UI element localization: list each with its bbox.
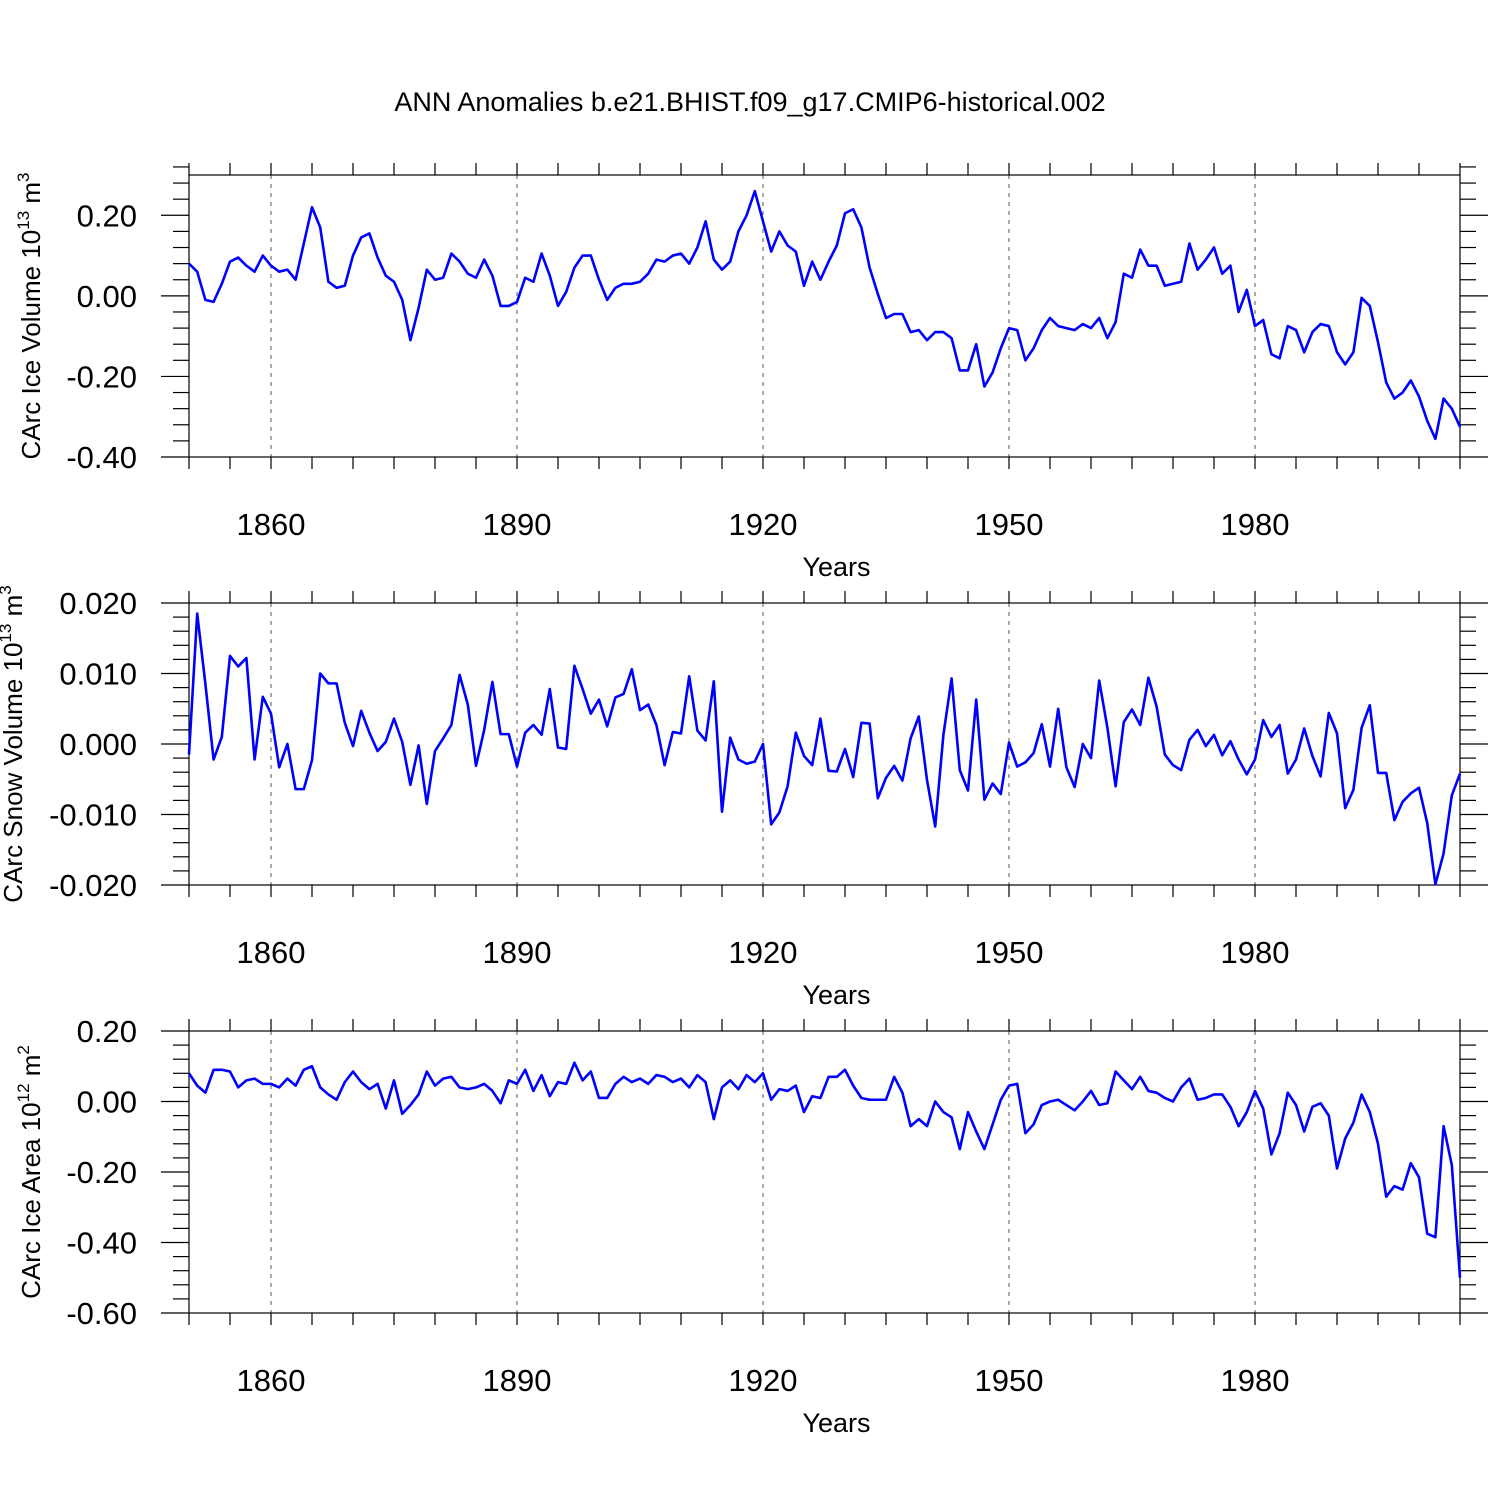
y-axis-label-ylabel-unit: m	[16, 1055, 46, 1084]
x-tick-label: 1890	[483, 507, 552, 542]
x-tick-label: 1920	[729, 935, 798, 970]
y-tick-label: 0.020	[59, 586, 137, 621]
x-tick-label: 1950	[975, 1363, 1044, 1398]
y-axis-label: CArc Ice Area 1012 m2	[14, 1045, 46, 1299]
y-tick-label: 0.00	[77, 279, 137, 314]
series-line	[187, 1061, 1462, 1278]
y-axis-label-ylabel-exp: 13	[0, 624, 15, 643]
y-tick-label: 0.000	[59, 727, 137, 762]
series-line	[188, 189, 1462, 441]
y-tick-label: -0.60	[66, 1296, 137, 1331]
y-axis-label-ylabel-main: CArc Ice Volume 10	[16, 230, 46, 460]
y-axis-label-ylabel-main: CArc Snow Volume 10	[0, 643, 28, 903]
series-line	[187, 612, 1462, 886]
x-tick-label: 1950	[975, 935, 1044, 970]
x-tick-label: 1980	[1221, 1363, 1290, 1398]
y-axis-label: CArc Ice Volume 1013 m3	[14, 172, 46, 459]
y-tick-label: 0.20	[77, 1014, 137, 1049]
x-tick-label: 1890	[483, 935, 552, 970]
y-tick-label: -0.40	[66, 440, 137, 475]
y-tick-label: -0.40	[66, 1226, 137, 1261]
y-axis-label-ylabel-unit: m	[16, 182, 46, 211]
y-axis-label-ylabel-exp: 12	[14, 1083, 33, 1102]
y-axis-label-ylabel-unit-exp: 2	[14, 1045, 33, 1054]
y-tick-label: -0.010	[49, 798, 137, 833]
plot-frame	[188, 1030, 1461, 1314]
x-tick-label: 1860	[237, 507, 306, 542]
y-tick-label: 0.20	[77, 198, 137, 233]
panel-ice-area: 1860 1890 1920 1950 1980 0.20 0.00 -0.20 -0.40 -0…	[14, 1014, 1488, 1438]
x-axis-label: Years	[802, 980, 870, 1010]
plot-frame	[188, 174, 1461, 458]
data-points	[189, 191, 1460, 439]
y-axis-label-ylabel-unit-exp: 3	[0, 585, 15, 594]
chart-title: ANN Anomalies b.e21.BHIST.f09_g17.CMIP6-…	[394, 87, 1105, 117]
y-tick-label: -0.20	[66, 359, 137, 394]
x-tick-label: 1920	[729, 507, 798, 542]
x-tick-label: 1860	[237, 935, 306, 970]
y-tick-label: 0.00	[77, 1085, 137, 1120]
y-tick-label: 0.010	[59, 657, 137, 692]
data-points	[189, 1063, 1460, 1278]
x-tick-label: 1950	[975, 507, 1044, 542]
y-axis-label-ylabel-exp: 13	[14, 211, 33, 230]
x-tick-label: 1920	[729, 1363, 798, 1398]
panel-snow-volume: 1860 1890 1920 1950 1980 0.020 0.010 0.000 -0.01…	[0, 585, 1488, 1010]
y-axis-label-ylabel-unit: m	[0, 595, 28, 624]
y-tick-label: -0.20	[66, 1155, 137, 1190]
x-tick-label: 1860	[237, 1363, 306, 1398]
x-axis-label: Years	[802, 1408, 870, 1438]
y-axis-label: CArc Snow Volume 1013 m3	[0, 585, 28, 902]
x-tick-label: 1980	[1221, 507, 1290, 542]
y-tick-label: -0.020	[49, 868, 137, 903]
x-tick-label: 1980	[1221, 935, 1290, 970]
y-axis-label-ylabel-unit-exp: 3	[14, 172, 33, 181]
y-axis-label-ylabel-main: CArc Ice Area 10	[16, 1102, 46, 1299]
panel-ice-volume: 1860 1890 1920 1950 1980 0.20 0.00 -0.20 -0.40 Ye…	[14, 163, 1488, 582]
panels: 1860 1890 1920 1950 1980 0.20 0.00 -0.20 -0.40 Ye…	[0, 163, 1488, 1438]
x-axis-label: Years	[802, 552, 870, 582]
x-tick-label: 1890	[483, 1363, 552, 1398]
